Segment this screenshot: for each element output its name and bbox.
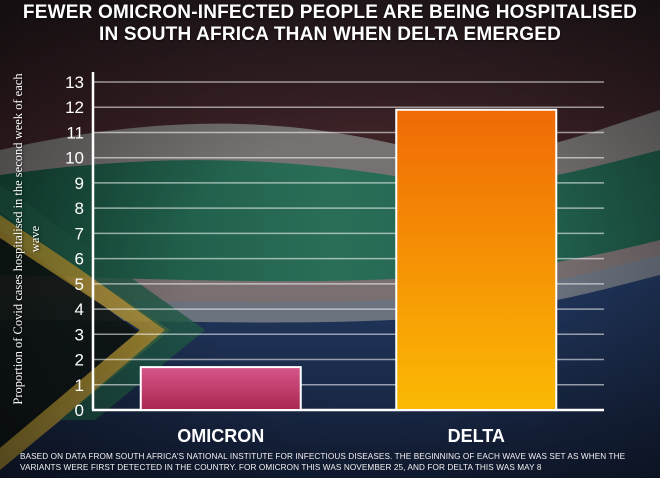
y-tick-label-7: 7 <box>75 224 84 243</box>
y-tick-label-0: 0 <box>75 401 84 420</box>
y-tick-label-9: 9 <box>75 174 84 193</box>
y-tick-label-6: 6 <box>75 250 84 269</box>
y-tick-label-4: 4 <box>75 300 84 319</box>
bar-omicron <box>139 366 302 412</box>
y-tick-label-1: 1 <box>75 376 84 395</box>
bar-delta <box>395 108 558 411</box>
chart-title: FEWER OMICRON-INFECTED PEOPLE ARE BEING … <box>0 2 660 46</box>
y-tick-label-5: 5 <box>75 275 84 294</box>
x-tick-label-omicron: OMICRON <box>177 426 264 446</box>
chart-title-line-1: FEWER OMICRON-INFECTED PEOPLE ARE BEING … <box>22 2 638 23</box>
y-tick-label-3: 3 <box>75 325 84 344</box>
y-tick-label-11: 11 <box>66 123 84 142</box>
y-tick-label-13: 13 <box>65 73 84 92</box>
y-tick-label-2: 2 <box>75 351 84 370</box>
x-tick-label-delta: DELTA <box>448 426 505 446</box>
y-tick-label-8: 8 <box>75 199 84 218</box>
source-footnote: Based on data from South Africa's Nation… <box>20 452 626 472</box>
y-tick-label-12: 12 <box>65 98 84 117</box>
x-axis-labels: OMICRON DELTA <box>177 426 505 446</box>
y-tick-label-10: 10 <box>65 149 84 168</box>
chart-title-line-2: IN SOUTH AFRICA THAN WHEN DELTA EMERGED <box>98 24 562 45</box>
bars <box>139 108 558 412</box>
y-axis-title: Proportion of Covid cases hospitalised i… <box>11 73 42 405</box>
